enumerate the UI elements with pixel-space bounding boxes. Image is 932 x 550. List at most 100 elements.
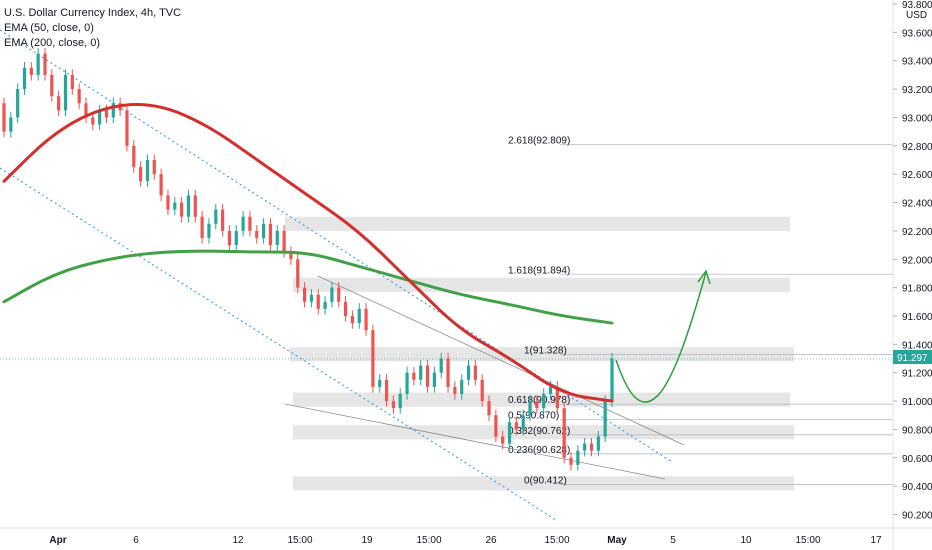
candle-body bbox=[214, 209, 218, 224]
candle-body bbox=[419, 365, 423, 380]
time-tick-label: 15:00 bbox=[795, 535, 820, 546]
price-zone bbox=[285, 216, 790, 231]
price-zone bbox=[293, 476, 794, 491]
candle-body bbox=[22, 67, 27, 90]
legend-title: U.S. Dollar Currency Index, 4h, TVC bbox=[4, 7, 182, 19]
price-tick-label: 92.600 bbox=[902, 170, 932, 181]
last-price-tag: 91.297 bbox=[893, 350, 932, 364]
fib-label: 2.618(92.809) bbox=[508, 136, 570, 147]
time-tick-label: 26 bbox=[485, 535, 497, 546]
candle-body bbox=[180, 202, 184, 217]
candle-body bbox=[302, 287, 307, 302]
candle-body bbox=[104, 110, 109, 118]
candle-body bbox=[398, 393, 402, 409]
candle-body bbox=[453, 386, 457, 394]
price-tick-label: 90.600 bbox=[902, 454, 932, 465]
candle-body bbox=[343, 301, 348, 316]
price-tick-label: 93.800 bbox=[902, 0, 932, 11]
candle-body bbox=[405, 372, 409, 394]
fib-label: 0.5(90.870) bbox=[508, 410, 559, 421]
candle-body bbox=[84, 103, 88, 118]
candle-body bbox=[589, 443, 594, 451]
fib-label: 1.618(91.894) bbox=[508, 265, 570, 276]
candle-body bbox=[432, 372, 436, 387]
candle-body bbox=[152, 159, 156, 175]
candle-body bbox=[425, 365, 430, 387]
time-tick-label: 10 bbox=[740, 535, 752, 546]
price-zone bbox=[293, 392, 790, 407]
candle-body bbox=[289, 252, 293, 260]
candle-body bbox=[439, 358, 443, 373]
candle-body bbox=[337, 287, 341, 302]
candle-body bbox=[227, 230, 232, 246]
candle-body bbox=[77, 89, 81, 104]
candle-body bbox=[166, 195, 170, 210]
candle-body bbox=[159, 174, 163, 196]
candle-body bbox=[357, 308, 361, 324]
time-tick-label: 6 bbox=[133, 535, 139, 546]
candle-body bbox=[2, 103, 6, 132]
time-tick-label: 17 bbox=[870, 535, 882, 546]
candle-body bbox=[323, 301, 327, 309]
time-tick-label: 12 bbox=[232, 535, 244, 546]
price-tick-label: 91.000 bbox=[902, 397, 932, 408]
candle-body bbox=[364, 308, 368, 331]
candle-body bbox=[460, 379, 464, 394]
price-tick-label: 93.000 bbox=[902, 113, 932, 124]
legend-ema200: EMA (200, close, 0) bbox=[4, 37, 100, 49]
candle-body bbox=[36, 53, 40, 75]
time-tick-label: Apr bbox=[49, 535, 66, 546]
candle-body bbox=[501, 436, 505, 444]
price-tick-label: 92.200 bbox=[902, 227, 932, 238]
candle-body bbox=[446, 358, 450, 387]
price-tick-label: 92.400 bbox=[902, 199, 932, 210]
price-tick-label: 91.200 bbox=[902, 369, 932, 380]
fibonacci-levels: 2.618(92.809) 1.618(91.894) 1(91.328) 0.618… bbox=[0, 136, 893, 486]
candle-body bbox=[330, 287, 334, 302]
price-tick-label: 93.600 bbox=[902, 28, 932, 39]
candle-body bbox=[248, 216, 252, 231]
fib-label: 1(91.328) bbox=[524, 346, 567, 357]
candlestick-series bbox=[2, 47, 614, 471]
candle-body bbox=[555, 386, 559, 409]
ema50-line bbox=[2, 103, 614, 403]
candle-body bbox=[139, 167, 143, 182]
candle-body bbox=[391, 401, 395, 409]
candle-body bbox=[111, 103, 115, 118]
price-tick-label: 91.400 bbox=[902, 340, 932, 351]
candle-body bbox=[132, 145, 136, 168]
candle-body bbox=[16, 89, 20, 118]
candle-body bbox=[562, 408, 566, 458]
price-tick-label: 92.800 bbox=[902, 142, 932, 153]
candle-body bbox=[569, 457, 573, 465]
legend-ema50: EMA (50, close, 0) bbox=[4, 22, 94, 34]
ema200-line bbox=[2, 249, 614, 325]
candle-body bbox=[50, 74, 54, 97]
price-zone bbox=[290, 347, 794, 362]
candle-body bbox=[596, 436, 600, 451]
price-tick-label: 90.800 bbox=[902, 425, 932, 436]
time-tick-label: May bbox=[607, 535, 627, 546]
price-axis[interactable]: 93.800 93.600 93.400 93.200 93.000 92.800 92.6… bbox=[893, 0, 932, 522]
candle-body bbox=[29, 67, 33, 75]
candle-body bbox=[521, 415, 525, 430]
candle-body bbox=[186, 195, 191, 217]
candle-body bbox=[63, 74, 68, 111]
candle-body bbox=[507, 422, 512, 444]
candle-body bbox=[583, 443, 587, 451]
time-tick-label: 15:00 bbox=[544, 535, 569, 546]
candle-body bbox=[43, 53, 47, 75]
price-tick-label: 92.000 bbox=[902, 255, 932, 266]
candle-body bbox=[494, 415, 498, 437]
candle-body bbox=[9, 117, 13, 132]
time-axis[interactable]: Apr 6 12 15:00 19 15:00 26 15:00 May 5 10 15:00 17 bbox=[49, 535, 882, 546]
candle-body bbox=[125, 110, 129, 146]
projection-curve bbox=[615, 271, 707, 403]
candle-body bbox=[296, 259, 300, 288]
price-zone bbox=[293, 277, 790, 292]
candle-body bbox=[487, 401, 491, 416]
chart-legend: U.S. Dollar Currency Index, 4h, TVC EMA … bbox=[4, 6, 181, 51]
candle-body bbox=[309, 294, 314, 302]
